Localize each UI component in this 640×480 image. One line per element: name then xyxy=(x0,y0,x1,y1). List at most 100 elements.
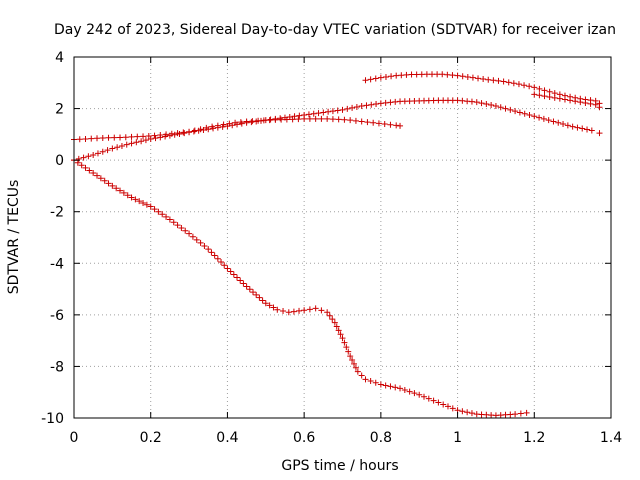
data-point xyxy=(227,268,234,275)
data-point xyxy=(312,115,319,122)
data-point xyxy=(368,101,375,108)
data-point xyxy=(584,126,591,133)
data-point xyxy=(387,99,394,106)
data-point xyxy=(449,405,456,412)
data-point xyxy=(339,106,346,113)
data-point xyxy=(545,117,552,124)
data-point xyxy=(85,153,92,160)
data-point xyxy=(104,147,111,154)
data-point xyxy=(214,255,221,262)
data-point xyxy=(267,116,274,123)
data-point xyxy=(234,274,241,281)
data-point xyxy=(182,227,189,234)
data-point xyxy=(329,116,336,123)
data-point xyxy=(324,115,331,122)
data-point xyxy=(475,75,482,82)
data-point xyxy=(250,289,256,296)
data-point xyxy=(295,116,302,123)
data-point xyxy=(392,98,399,105)
x-tick-labels: 0 0.2 0.4 0.6 0.8 1 1.2 1.4 xyxy=(70,430,623,446)
data-point xyxy=(306,115,313,122)
data-point xyxy=(74,159,81,166)
data-point xyxy=(97,175,104,182)
data-point xyxy=(133,139,140,146)
data-point xyxy=(579,125,586,132)
data-point xyxy=(205,126,212,133)
data-point xyxy=(140,133,147,140)
data-point xyxy=(362,77,369,84)
data-point xyxy=(296,112,303,119)
data-point xyxy=(325,108,332,115)
data-point xyxy=(375,120,382,127)
data-point xyxy=(418,71,425,78)
data-point xyxy=(397,122,404,129)
data-point xyxy=(413,71,420,78)
data-point xyxy=(512,108,519,115)
data-point xyxy=(435,399,442,406)
data-point xyxy=(90,170,97,177)
series-descending xyxy=(71,157,530,419)
data-point xyxy=(387,121,394,128)
data-point xyxy=(497,104,504,111)
data-point xyxy=(510,80,517,87)
data-point xyxy=(162,133,169,140)
data-point xyxy=(403,71,410,78)
data-point xyxy=(124,192,131,199)
data-point xyxy=(218,258,225,265)
data-point xyxy=(147,203,154,210)
data-point xyxy=(567,97,574,104)
data-point xyxy=(444,71,451,78)
data-point xyxy=(469,74,476,81)
data-point xyxy=(490,77,497,84)
data-point xyxy=(315,110,322,117)
data-point xyxy=(237,277,244,284)
data-point xyxy=(152,135,159,142)
data-point xyxy=(142,137,149,144)
data-point xyxy=(358,372,365,379)
data-point xyxy=(464,409,471,416)
data-point xyxy=(507,106,514,113)
data-point xyxy=(541,87,548,94)
data-point xyxy=(114,144,121,151)
data-point xyxy=(280,307,287,314)
data-point xyxy=(174,222,181,229)
data-point xyxy=(140,199,147,206)
data-point xyxy=(266,302,273,309)
data-point xyxy=(439,71,446,78)
data-point xyxy=(521,82,528,89)
data-point xyxy=(425,395,432,402)
data-point xyxy=(214,124,221,131)
data-point xyxy=(94,150,101,157)
data-point xyxy=(339,335,346,342)
data-point xyxy=(224,265,231,272)
data-point xyxy=(134,133,141,140)
data-point xyxy=(163,213,170,220)
axis-ticks xyxy=(73,56,612,419)
data-point xyxy=(347,117,354,124)
data-point xyxy=(596,104,603,111)
data-point xyxy=(531,113,538,120)
data-point xyxy=(430,397,437,404)
data-point xyxy=(523,409,530,416)
data-point xyxy=(286,113,293,120)
series-late-high-arc xyxy=(362,71,603,107)
data-point xyxy=(483,101,490,108)
data-point xyxy=(329,108,336,115)
data-point xyxy=(434,71,441,78)
data-point xyxy=(278,116,285,123)
data-point xyxy=(78,162,85,169)
data-point xyxy=(341,116,348,123)
data-point xyxy=(449,72,456,79)
data-point xyxy=(310,110,317,117)
x-tick-label: 0.6 xyxy=(293,430,315,446)
data-point xyxy=(454,72,461,79)
data-point xyxy=(178,224,185,231)
data-point xyxy=(416,391,423,398)
data-point xyxy=(210,125,217,132)
data-point xyxy=(588,127,595,134)
data-point xyxy=(262,117,269,124)
y-tick-label: -6 xyxy=(50,308,64,324)
data-point xyxy=(166,132,173,139)
x-axis-label: GPS time / hours xyxy=(281,458,398,474)
data-point xyxy=(377,100,384,107)
